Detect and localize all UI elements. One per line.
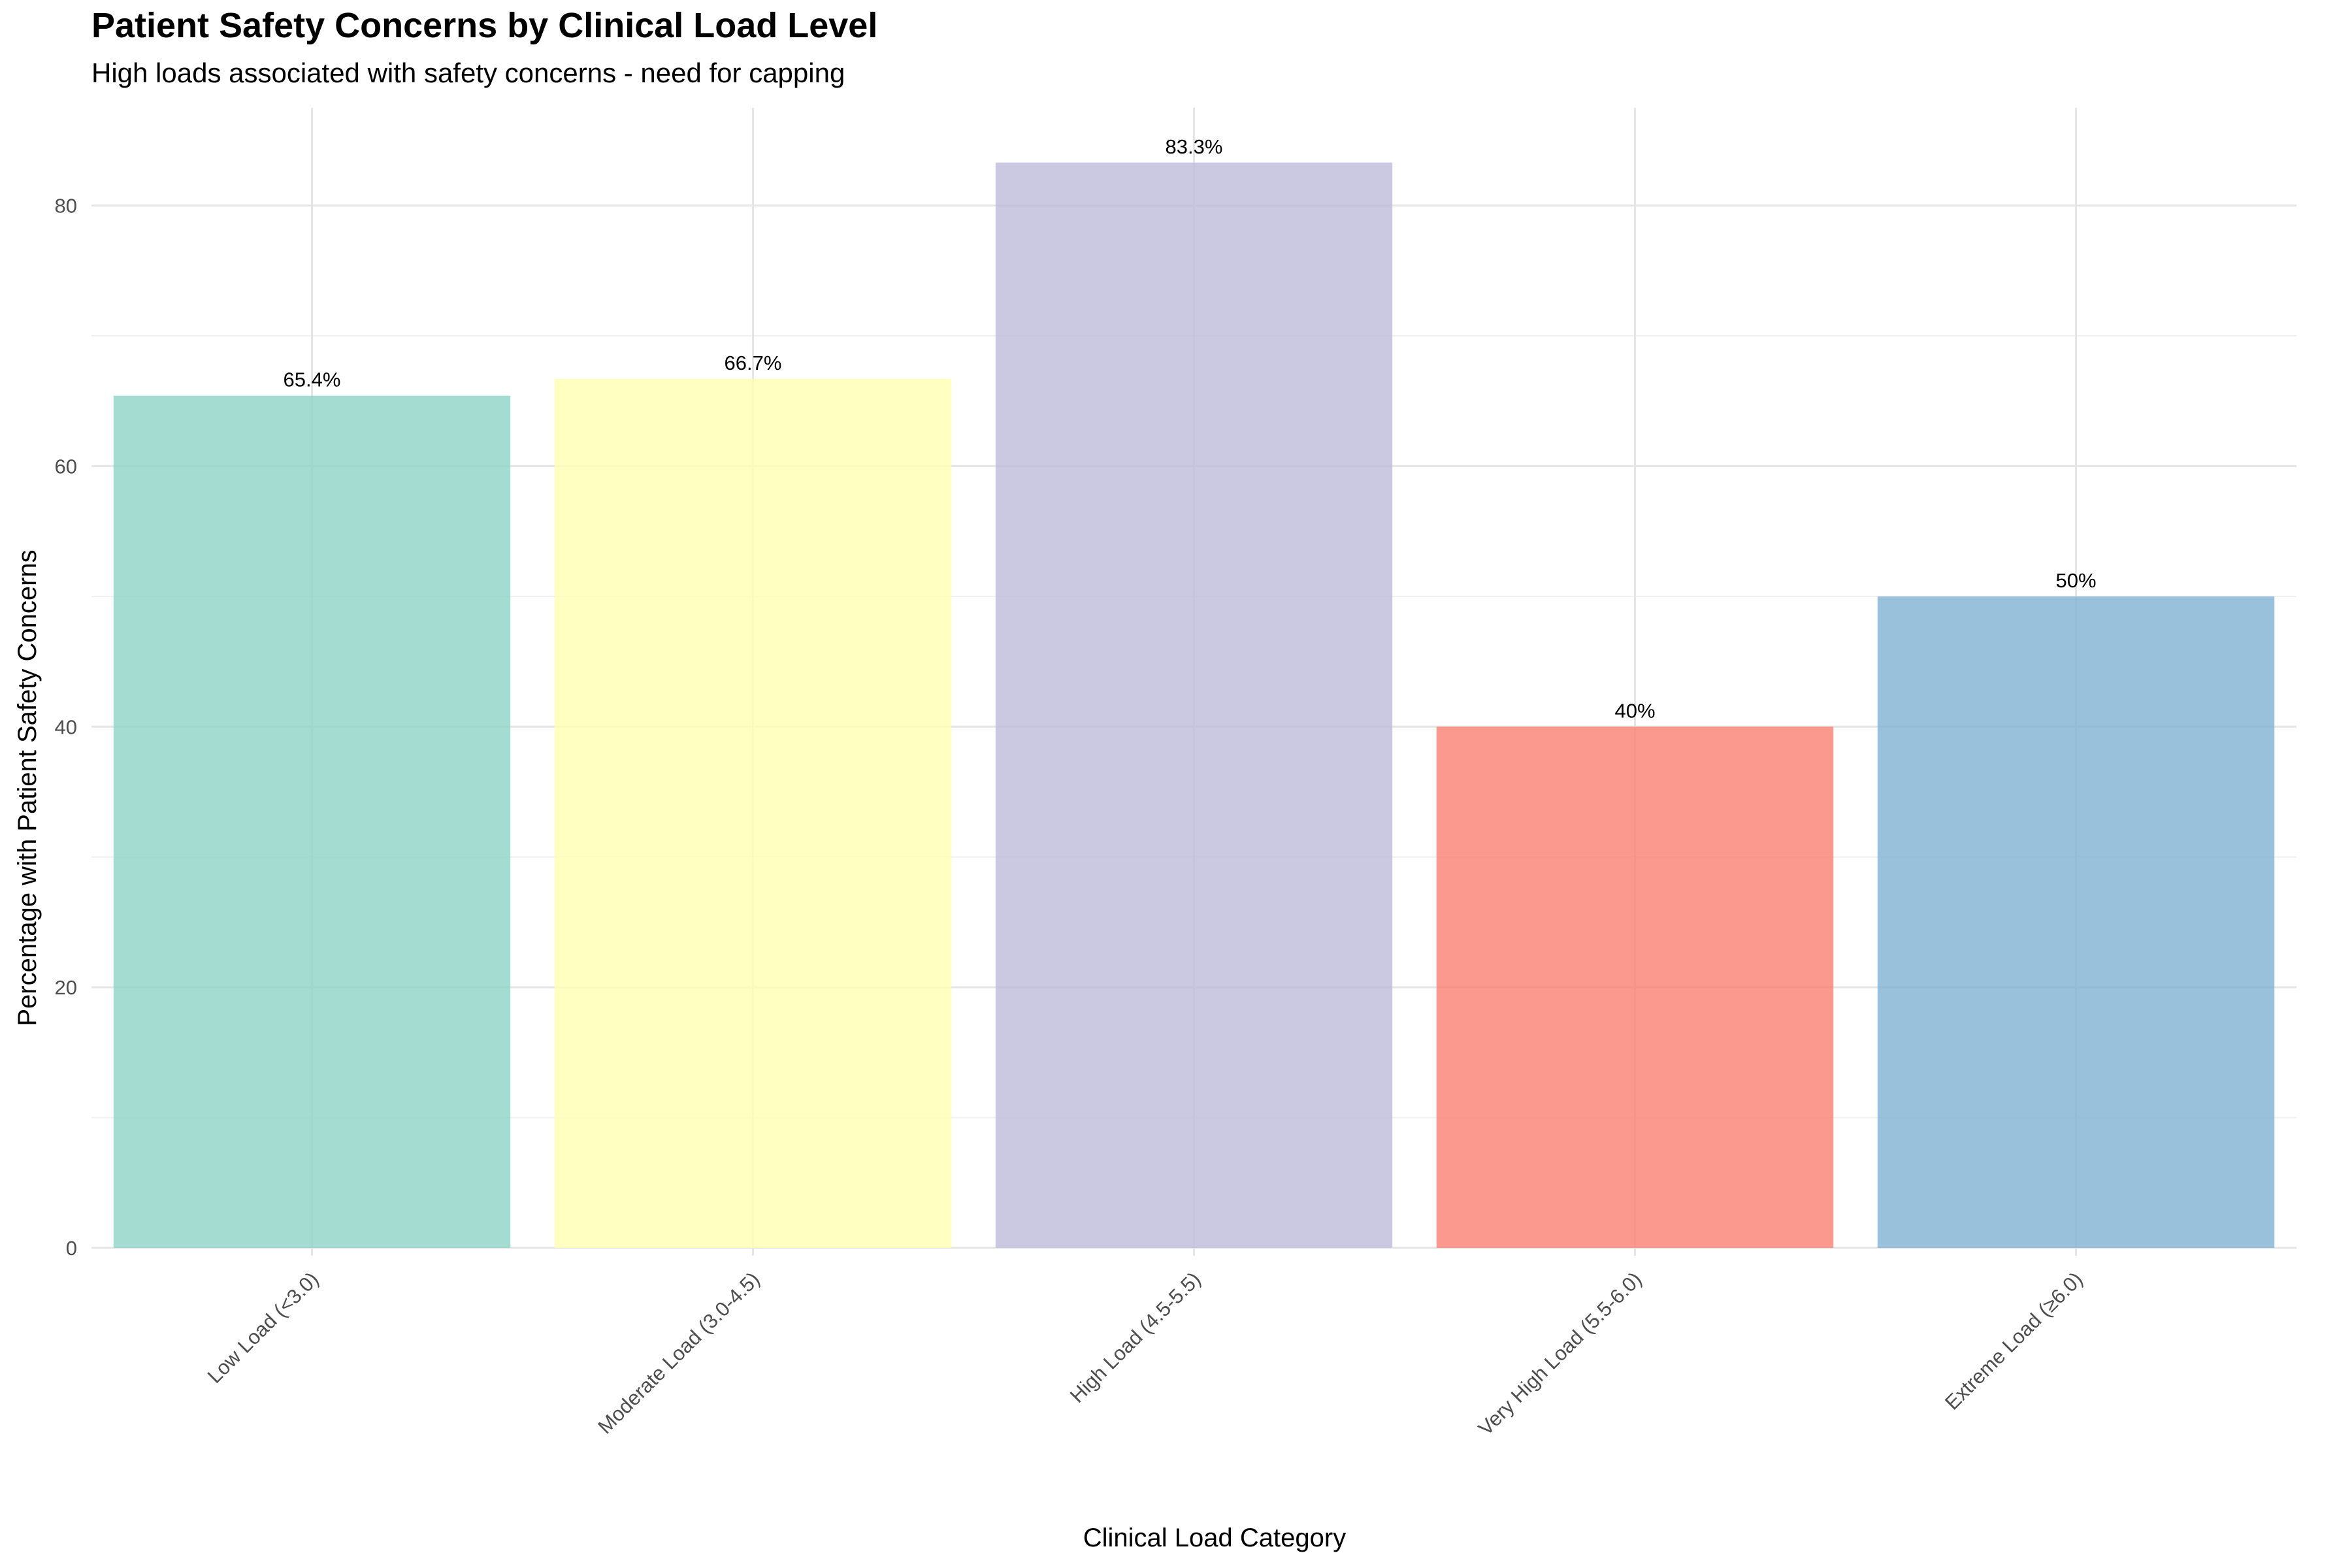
bar (1436, 727, 1834, 1248)
data-label: 50% (2055, 569, 2096, 592)
data-label: 40% (1614, 699, 1655, 722)
data-label: 83.3% (1166, 135, 1223, 158)
data-label: 66.7% (725, 351, 782, 374)
y-tick-label: 80 (55, 195, 77, 218)
x-tick-label: High Load (4.5-5.5) (1066, 1267, 1205, 1407)
x-tick-label: Moderate Load (3.0-4.5) (593, 1267, 764, 1438)
chart-title: Patient Safety Concerns by Clinical Load… (91, 6, 878, 45)
y-tick-label: 60 (55, 455, 77, 478)
x-axis-title: Clinical Load Category (1083, 1524, 1346, 1552)
x-tick-label: Very High Load (5.5-6.0) (1474, 1267, 1646, 1440)
x-tick-label: Extreme Load (≥6.0) (1940, 1267, 2087, 1414)
y-tick-label: 0 (66, 1237, 77, 1260)
chart-subtitle: High loads associated with safety concer… (91, 57, 845, 88)
y-tick-label: 40 (55, 715, 77, 738)
x-axis-ticks: Low Load (<3.0) Moderate Load (3.0-4.5) Hi… (203, 1248, 2087, 1440)
bar (995, 162, 1393, 1248)
bar (554, 378, 952, 1248)
y-axis-title: Percentage with Patient Safety Concerns (13, 549, 42, 1026)
bar (113, 395, 511, 1249)
bar (1877, 596, 2275, 1248)
data-label: 65.4% (284, 368, 341, 391)
bars (113, 162, 2275, 1249)
y-tick-label: 20 (55, 976, 77, 999)
x-tick-label: Low Load (<3.0) (203, 1267, 323, 1388)
data-labels: 65.4% 66.7% 83.3% 40% 50% (284, 135, 2097, 723)
y-axis-ticks: 0 20 40 60 80 (55, 195, 77, 1260)
